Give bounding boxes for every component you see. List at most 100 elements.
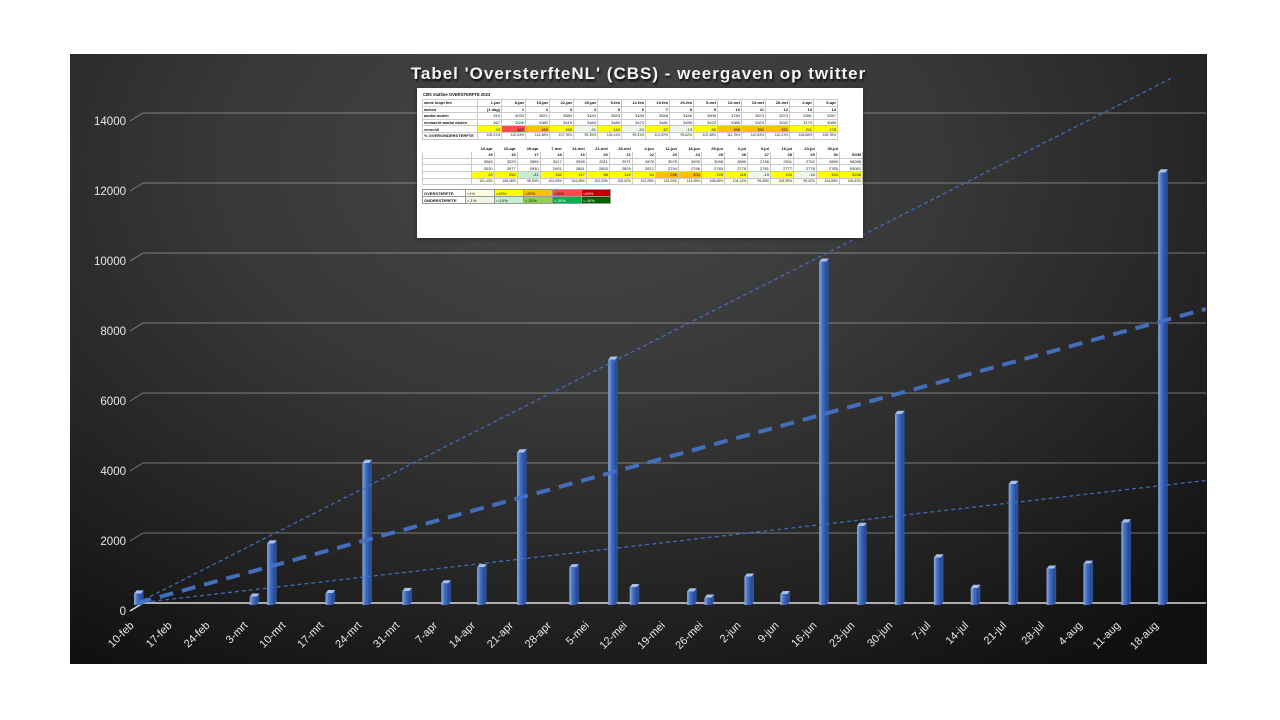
inset-cell: 3784: [717, 112, 742, 120]
bar: [629, 584, 640, 605]
bar-face: [1015, 480, 1019, 605]
inset-cell: 4-jun: [644, 145, 654, 151]
inset-cell: 43: [470, 170, 495, 179]
inset-cell: -16: [793, 170, 817, 179]
bar-face: [744, 576, 752, 605]
bar-face: [687, 591, 695, 605]
inset-cell: 105,99%: [769, 177, 795, 186]
inset-cell: 14-mei: [572, 145, 585, 151]
bar-face: [819, 258, 829, 262]
inset-cell: 3242: [765, 118, 790, 127]
inset-cell: 510: [477, 112, 502, 120]
inset-cell: 114,46%: [525, 131, 550, 140]
inset-cell: 2876: [631, 157, 656, 166]
x-tick-label: 21-apr: [485, 619, 516, 650]
y-tick-label: 2000: [100, 536, 126, 548]
bar: [267, 540, 277, 605]
bar-face: [704, 594, 715, 598]
inset-cell: 104,85%: [815, 177, 840, 186]
inset-cell: 5: [597, 105, 622, 114]
inset-cell: 265: [549, 125, 574, 133]
inset-cell: 114,45%: [677, 177, 702, 186]
bar-face: [894, 414, 902, 605]
inset-cell: 3323: [741, 118, 766, 127]
inset-cell: 111,75%: [717, 131, 742, 140]
inset-cell: 110,21%: [765, 131, 790, 140]
inset-cell: 105,02%: [608, 177, 633, 186]
inset-table-image: CBS statline OVERSTERFTE 2023 week loopt …: [417, 88, 864, 238]
bar-face: [1046, 568, 1054, 605]
legend-swatch: <30%: [552, 189, 582, 198]
inset-cell: 350: [741, 125, 766, 133]
inset-cell: 3381: [789, 112, 814, 120]
inset-cell: -15: [747, 170, 771, 179]
inset-cell: 285: [654, 170, 679, 179]
inset-cell: 15-jan: [525, 99, 550, 107]
bar-face: [249, 593, 260, 597]
bar-face: [1090, 560, 1094, 605]
inset-cell: 93052: [838, 164, 864, 172]
inset-cell: 14: [813, 105, 838, 114]
inset-cell: 30: [815, 151, 840, 159]
inset-cell: 2794: [654, 164, 679, 172]
inset-cell: 3449: [621, 112, 646, 120]
bar-face: [1158, 172, 1166, 605]
inset-cell: 11: [741, 105, 766, 114]
x-tick-label: 12-mei: [597, 620, 629, 652]
inset-cell: 2899: [516, 157, 541, 166]
x-axis-line: [129, 602, 1206, 612]
inset-cell: 3020: [470, 164, 495, 172]
bar-face: [448, 580, 451, 605]
bar: [687, 588, 697, 605]
bar-face: [629, 587, 637, 605]
inset-cell: 102,03%: [585, 177, 610, 186]
inset-cell: 20: [585, 151, 610, 159]
bar: [894, 410, 905, 605]
inset-cell: 489: [525, 125, 550, 133]
inset-cell: 19-feb: [645, 99, 670, 107]
inset-cell: 99,31%: [621, 131, 646, 140]
bar: [780, 591, 790, 605]
inset-row-label: weken: [422, 105, 478, 114]
y-tick-label: 4000: [100, 466, 126, 478]
x-tick-label: 14-apr: [447, 619, 478, 650]
x-tick-label: 28-jul: [1020, 620, 1048, 648]
bar-face: [744, 573, 755, 577]
inset-data-block: week loopt t/m 1-jan 8-jan 15-jan 22-jan 29-j…: [422, 99, 838, 140]
bar-face: [608, 356, 618, 360]
x-tick-label: 17-feb: [144, 620, 175, 651]
y-tick-label: 8000: [100, 326, 126, 338]
inset-cell: 108,08%: [700, 177, 726, 186]
inset-cell: 28: [769, 151, 795, 159]
inset-cell: 3480: [597, 118, 622, 127]
inset-cell: 3386: [717, 118, 742, 127]
inset-cell: 8-jan: [501, 99, 526, 107]
inset-cell: 467: [477, 118, 502, 127]
bar-face: [1165, 169, 1168, 606]
inset-row-label: [422, 164, 472, 172]
inset-cell: 5-mrt: [693, 99, 718, 107]
inset-cell: 19: [562, 151, 587, 159]
inset-cell: 26-mrt: [765, 99, 790, 107]
inset-cell: 3446: [669, 112, 694, 120]
bar-face: [1083, 563, 1091, 605]
inset-cell: 26: [724, 151, 749, 159]
bar: [325, 590, 336, 605]
bar-face: [325, 593, 333, 605]
inset-cell: 58: [585, 170, 610, 179]
inset-cell: 85: [693, 125, 718, 133]
bar-face: [267, 540, 277, 544]
inset-row-label: [423, 145, 472, 152]
bar-face: [787, 591, 790, 605]
bar-face: [576, 564, 579, 605]
inset-cell: 3871: [525, 112, 550, 120]
bar-face: [402, 591, 410, 605]
x-tick-label: 4-aug: [1057, 620, 1085, 648]
inset-cell: 9-jul: [760, 145, 769, 151]
slide-background: 0 2000 4000 6000 8000 10000 12000 14000 10-feb 17…: [70, 54, 1207, 664]
x-tick-label: 28-apr: [523, 619, 554, 650]
bar-face: [362, 463, 370, 605]
bar-face: [517, 449, 527, 453]
legend-swatch: <-10%: [494, 196, 524, 205]
bar-face: [477, 564, 487, 568]
